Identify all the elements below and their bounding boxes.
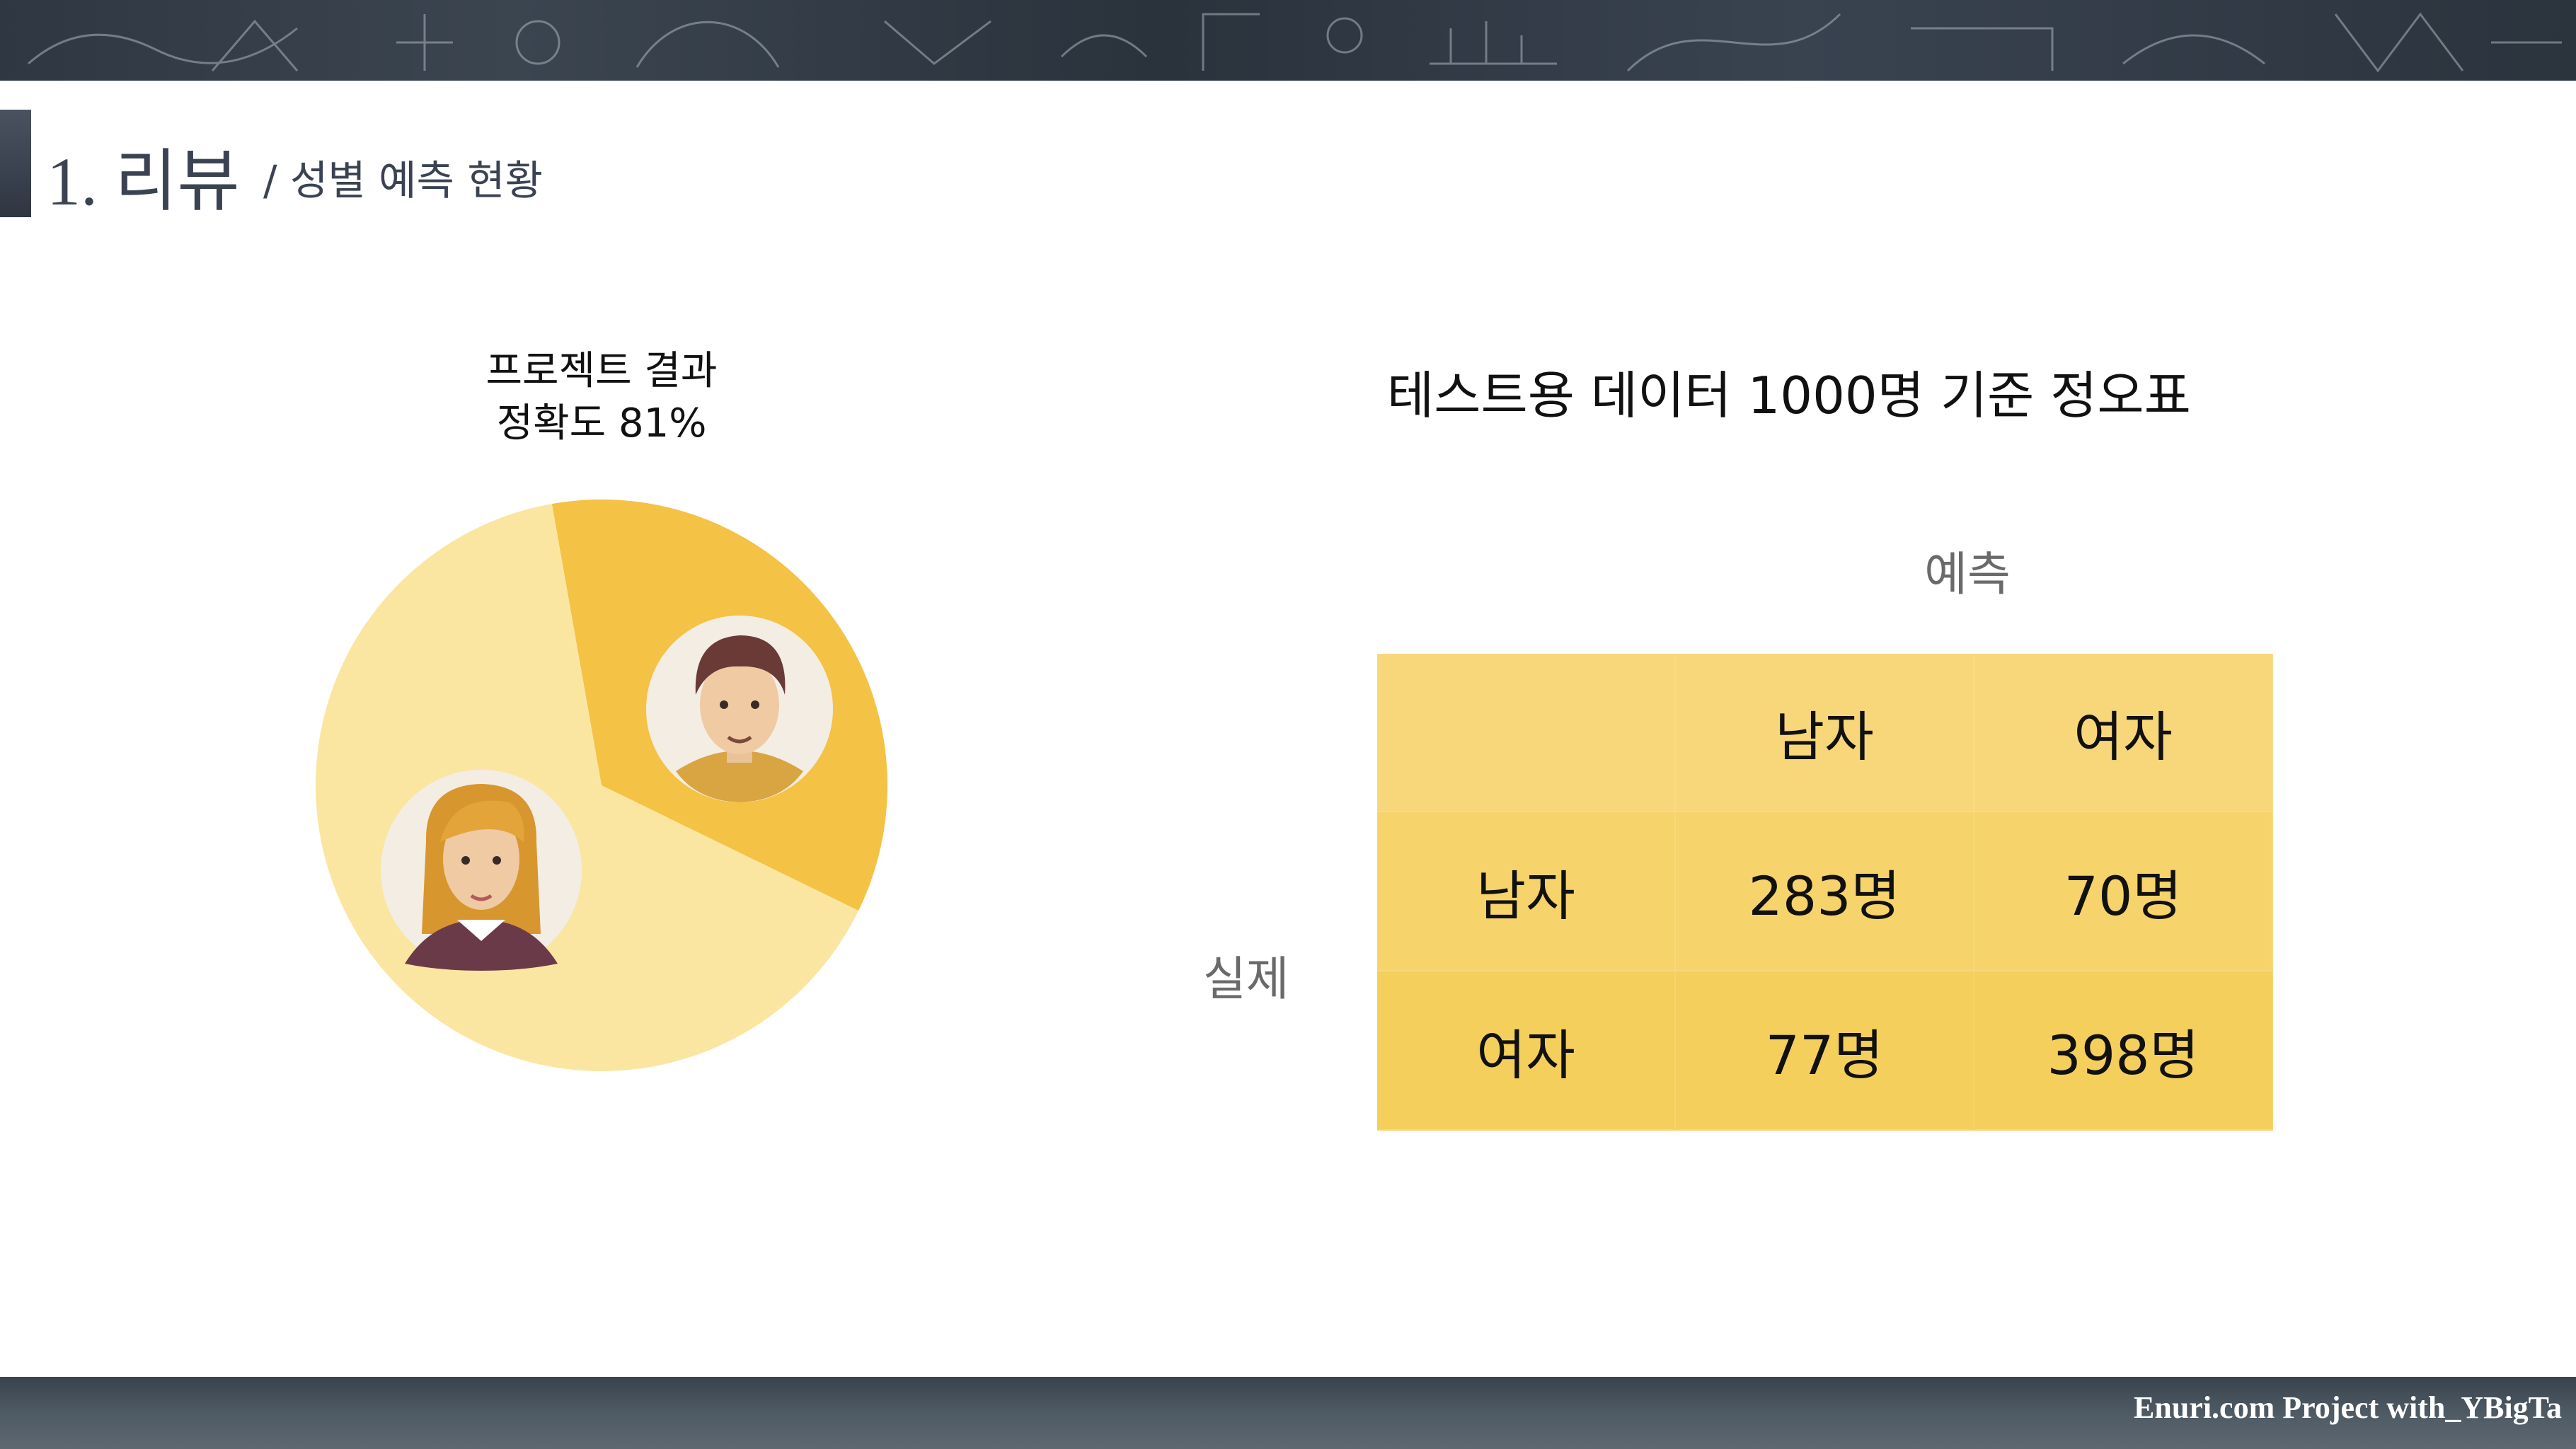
- page-subtitle: / 성별 예측 현황: [263, 156, 544, 204]
- predicted-axis-label: 예측: [1924, 547, 2011, 601]
- actual-axis-label: 실제: [1203, 952, 1289, 1006]
- matrix-row-label-male: 남자: [1377, 812, 1676, 971]
- footer-credit: Enuri.com Project with_YBigTa: [2134, 1390, 2562, 1425]
- matrix-cell-female-male: 77명: [1676, 971, 1974, 1131]
- matrix-header-female: 여자: [1974, 654, 2273, 812]
- female-avatar-icon: [381, 770, 582, 971]
- pie-caption: 프로젝트 결과 정확도 81%: [382, 345, 821, 450]
- top-banner: [0, 0, 2576, 81]
- bottom-banner: Enuri.com Project with_YBigTa: [0, 1377, 2576, 1449]
- pie-caption-line1: 프로젝트 결과: [485, 348, 718, 394]
- pie-caption-accuracy: 정확도 81%: [496, 400, 707, 446]
- title-accent-bar: [0, 110, 31, 217]
- confusion-matrix: 남자 여자 남자 283명 70명 여자 77명 398명: [1377, 654, 2273, 1131]
- page-title: 1. 리뷰: [47, 144, 240, 219]
- matrix-title: 테스트용 데이터 1000명 기준 정오표: [1387, 366, 2191, 425]
- matrix-cell-male-female: 70명: [1974, 812, 2273, 971]
- chalkboard-doodles: [28, 12, 2562, 73]
- male-avatar-icon: [646, 616, 833, 802]
- matrix-corner-cell: [1377, 654, 1676, 812]
- matrix-header-male: 남자: [1676, 654, 1974, 812]
- gender-pie-chart: [315, 500, 887, 1071]
- matrix-cell-female-female: 398명: [1974, 971, 2273, 1131]
- matrix-row-label-female: 여자: [1377, 971, 1676, 1131]
- matrix-cell-male-male: 283명: [1676, 812, 1974, 971]
